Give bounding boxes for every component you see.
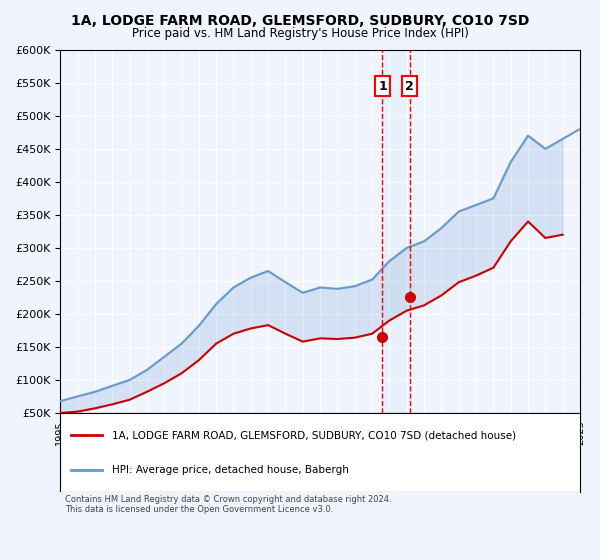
Text: Contains HM Land Registry data © Crown copyright and database right 2024.
This d: Contains HM Land Registry data © Crown c… — [65, 495, 392, 514]
Bar — [382, 50, 410, 413]
Text: 1A, LODGE FARM ROAD, GLEMSFORD, SUDBURY, CO10 7SD (detached house): 1A, LODGE FARM ROAD, GLEMSFORD, SUDBURY,… — [112, 430, 517, 440]
Text: 1A, LODGE FARM ROAD, GLEMSFORD, SUDBURY, CO10 7SD: 1A, LODGE FARM ROAD, GLEMSFORD, SUDBURY,… — [71, 14, 529, 28]
Text: 2: 2 — [406, 80, 414, 92]
Text: 1: 1 — [378, 80, 387, 92]
Text: Price paid vs. HM Land Registry's House Price Index (HPI): Price paid vs. HM Land Registry's House … — [131, 27, 469, 40]
Text: HPI: Average price, detached house, Babergh: HPI: Average price, detached house, Babe… — [112, 465, 349, 475]
